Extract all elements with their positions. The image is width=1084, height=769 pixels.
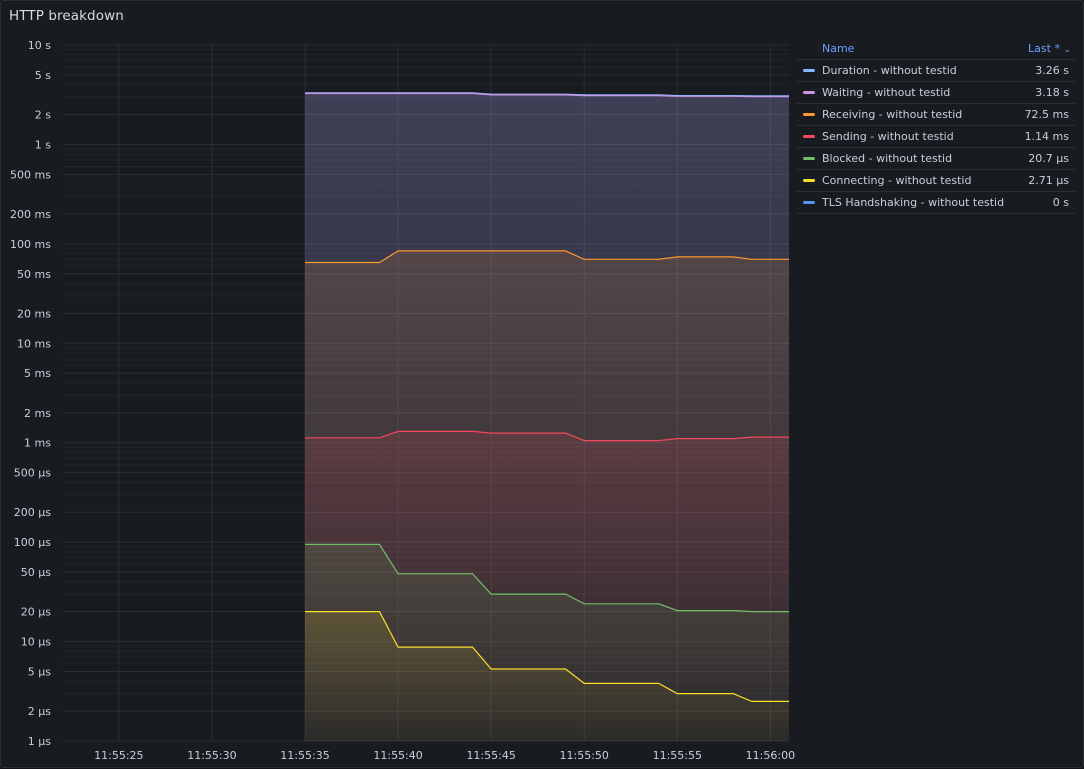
y-tick-label: 5 s	[35, 69, 51, 82]
y-tick-label: 200 ms	[10, 208, 51, 221]
y-tick-label: 200 µs	[14, 506, 51, 519]
y-tick-label: 1 ms	[24, 437, 51, 450]
legend-swatch	[803, 69, 815, 72]
legend-swatch	[803, 201, 815, 204]
series-line	[305, 430, 789, 442]
legend-item-value: 2.71 µs	[1028, 174, 1069, 187]
legend-item[interactable]: Sending - without testid 1.14 ms	[797, 126, 1075, 148]
x-tick-label: 11:55:50	[560, 749, 609, 762]
legend-swatch	[803, 179, 815, 182]
legend-item[interactable]: Connecting - without testid 2.71 µs	[797, 170, 1075, 192]
y-tick-label: 500 ms	[10, 168, 51, 181]
y-tick-label: 500 µs	[14, 467, 51, 480]
legend-item-value: 3.18 s	[1035, 86, 1069, 99]
x-tick-label: 11:56:00	[746, 749, 795, 762]
x-tick-label: 11:55:40	[373, 749, 422, 762]
y-tick-label: 1 s	[35, 138, 51, 151]
series-area	[305, 611, 789, 741]
legend-item[interactable]: Receiving - without testid 72.5 ms	[797, 104, 1075, 126]
x-tick-label: 11:55:45	[466, 749, 515, 762]
y-tick-label: 50 ms	[17, 268, 51, 281]
y-tick-label: 10 s	[28, 39, 51, 52]
y-tick-label: 5 µs	[28, 666, 51, 679]
series-line	[305, 250, 789, 264]
y-tick-label: 5 ms	[24, 367, 51, 380]
legend-item-name: Sending - without testid	[822, 130, 954, 143]
legend-swatch	[803, 91, 815, 94]
y-tick-label: 10 ms	[17, 337, 51, 350]
y-tick-label: 100 ms	[10, 238, 51, 251]
legend-item-value: 3.26 s	[1035, 64, 1069, 77]
y-tick-label: 10 µs	[21, 636, 51, 649]
x-tick-label: 11:55:30	[187, 749, 236, 762]
legend-name-header[interactable]: Name	[822, 41, 855, 55]
legend: Name Last * ⌄ Duration - without testid 3…	[797, 37, 1075, 214]
series-line	[305, 543, 789, 613]
legend-item-name: Blocked - without testid	[822, 152, 953, 165]
legend-item-name: Duration - without testid	[822, 64, 957, 77]
y-tick-label: 2 µs	[28, 705, 51, 718]
legend-last-sort-header[interactable]: Last * ⌄	[1028, 41, 1071, 55]
series-line	[305, 611, 789, 702]
legend-swatch	[803, 157, 815, 160]
legend-swatch	[803, 113, 815, 116]
x-tick-label: 11:55:35	[280, 749, 329, 762]
legend-swatch	[803, 135, 815, 138]
series-line	[305, 92, 789, 98]
y-tick-label: 100 µs	[14, 536, 51, 549]
legend-item-name: Waiting - without testid	[822, 86, 951, 99]
legend-item-value: 1.14 ms	[1024, 130, 1069, 143]
y-tick-label: 1 µs	[28, 735, 51, 748]
y-tick-label: 2 s	[35, 108, 51, 121]
legend-item[interactable]: Waiting - without testid 3.18 s	[797, 82, 1075, 104]
y-tick-label: 2 ms	[24, 407, 51, 420]
y-tick-label: 20 µs	[21, 606, 51, 619]
y-tick-label: 20 ms	[17, 307, 51, 320]
legend-item[interactable]: Blocked - without testid 20.7 µs	[797, 148, 1075, 170]
legend-item[interactable]: Duration - without testid 3.26 s	[797, 60, 1075, 82]
legend-item-value: 0 s	[1052, 196, 1069, 209]
legend-item-value: 72.5 ms	[1024, 108, 1069, 121]
legend-header: Name Last * ⌄	[797, 37, 1075, 60]
legend-item[interactable]: TLS Handshaking - without testid 0 s	[797, 192, 1075, 214]
y-tick-label: 50 µs	[21, 566, 51, 579]
legend-item-name: TLS Handshaking - without testid	[822, 196, 1005, 209]
x-tick-label: 11:55:55	[653, 749, 702, 762]
legend-item-name: Receiving - without testid	[822, 108, 963, 121]
legend-item-value: 20.7 µs	[1028, 152, 1069, 165]
panel-title: HTTP breakdown	[9, 8, 124, 24]
chevron-down-icon: ⌄	[1063, 44, 1071, 55]
x-tick-label: 11:55:25	[94, 749, 143, 762]
legend-item-name: Connecting - without testid	[822, 174, 972, 187]
